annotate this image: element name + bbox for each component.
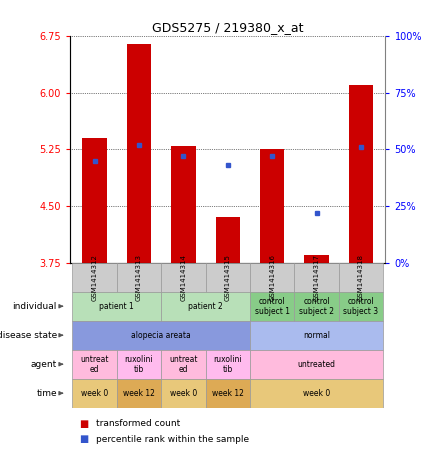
Bar [250, 263, 294, 292]
Bar [250, 350, 383, 379]
Text: time: time [36, 389, 57, 398]
Bar [82, 138, 107, 263]
Text: week 12: week 12 [123, 389, 155, 398]
Text: week 12: week 12 [212, 389, 244, 398]
Text: ruxolini
tib: ruxolini tib [125, 355, 153, 374]
Text: normal: normal [303, 331, 330, 340]
Text: untreat
ed: untreat ed [169, 355, 198, 374]
Text: percentile rank within the sample: percentile rank within the sample [96, 435, 250, 444]
Bar [260, 149, 284, 263]
Bar [72, 263, 117, 292]
Text: control
subject 3: control subject 3 [343, 297, 378, 316]
Bar [349, 85, 373, 263]
Text: patient 1: patient 1 [99, 302, 134, 311]
Text: week 0: week 0 [81, 389, 108, 398]
Bar [72, 292, 161, 321]
Bar [72, 321, 250, 350]
Bar [205, 350, 250, 379]
Bar [161, 263, 205, 292]
Bar [117, 263, 161, 292]
Text: disease state: disease state [0, 331, 57, 340]
Text: GSM1414316: GSM1414316 [269, 254, 275, 301]
Text: alopecia areata: alopecia areata [131, 331, 191, 340]
Text: GSM1414315: GSM1414315 [225, 254, 231, 301]
Bar [250, 321, 383, 350]
Text: ■: ■ [79, 419, 88, 429]
Text: individual: individual [13, 302, 57, 311]
Bar [339, 263, 383, 292]
Bar [205, 379, 250, 408]
Text: untreat
ed: untreat ed [80, 355, 109, 374]
Bar [294, 263, 339, 292]
Text: GSM1414312: GSM1414312 [92, 254, 98, 301]
Bar [339, 292, 383, 321]
Text: transformed count: transformed count [96, 419, 180, 428]
Text: control
subject 2: control subject 2 [299, 297, 334, 316]
Bar [250, 292, 294, 321]
Text: untreated: untreated [297, 360, 336, 369]
Bar [250, 379, 383, 408]
Title: GDS5275 / 219380_x_at: GDS5275 / 219380_x_at [152, 21, 304, 34]
Text: GSM1414314: GSM1414314 [180, 254, 186, 301]
Text: patient 2: patient 2 [188, 302, 223, 311]
Text: GSM1414313: GSM1414313 [136, 254, 142, 301]
Text: ■: ■ [79, 434, 88, 444]
Bar [127, 44, 151, 263]
Text: ruxolini
tib: ruxolini tib [213, 355, 242, 374]
Bar [161, 379, 205, 408]
Text: week 0: week 0 [170, 389, 197, 398]
Bar [215, 217, 240, 263]
Bar [304, 255, 329, 263]
Text: GSM1414317: GSM1414317 [314, 254, 320, 301]
Text: control
subject 1: control subject 1 [254, 297, 290, 316]
Bar [205, 263, 250, 292]
Text: agent: agent [31, 360, 57, 369]
Bar [117, 379, 161, 408]
Bar [72, 350, 117, 379]
Bar [161, 350, 205, 379]
Text: week 0: week 0 [303, 389, 330, 398]
Bar [171, 146, 195, 263]
Bar [117, 350, 161, 379]
Bar [294, 292, 339, 321]
Bar [72, 379, 117, 408]
Text: GSM1414318: GSM1414318 [358, 254, 364, 301]
Bar [161, 292, 250, 321]
